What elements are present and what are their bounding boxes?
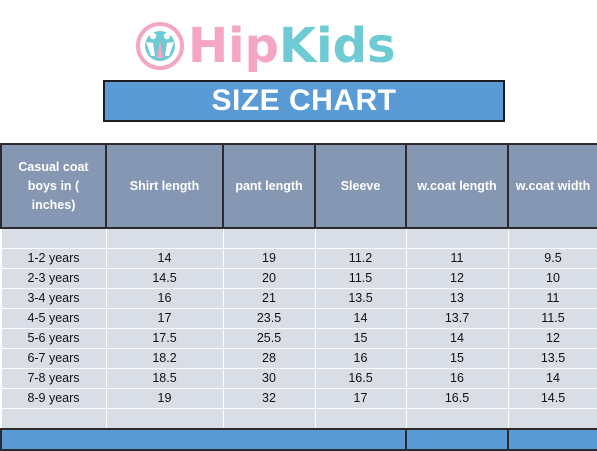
table-cell xyxy=(0,227,107,249)
table-cell xyxy=(507,408,597,430)
table-cell xyxy=(105,227,224,249)
table-cell: 18.5 xyxy=(105,368,224,389)
table-row: 5-6 years 17.5 25.5 15 14 12 xyxy=(0,328,597,349)
table-cell: 9.5 xyxy=(507,248,597,269)
table-cell: 10 xyxy=(507,268,597,289)
column-header-shirt-length: Shirt length xyxy=(105,143,224,229)
table-cell: 11 xyxy=(507,288,597,309)
table-cell: 12 xyxy=(507,328,597,349)
footer-band xyxy=(0,428,407,451)
table-cell: 28 xyxy=(222,348,316,369)
table-cell: 17.5 xyxy=(105,328,224,349)
table-cell xyxy=(314,408,407,430)
table-cell: 11.5 xyxy=(507,308,597,329)
column-header-sleeve: Sleeve xyxy=(314,143,407,229)
table-cell: 13.5 xyxy=(507,348,597,369)
table-cell: 14 xyxy=(507,368,597,389)
table-cell xyxy=(222,227,316,249)
table-cell-age: 1-2 years xyxy=(0,248,107,269)
column-header-wcoat-width: w.coat width xyxy=(507,143,597,229)
table-cell: 12 xyxy=(405,268,509,289)
table-cell-age: 5-6 years xyxy=(0,328,107,349)
table-cell-age: 2-3 years xyxy=(0,268,107,289)
table-cell: 11.2 xyxy=(314,248,407,269)
size-chart-table: Casual coat boys in ( inches) Shirt leng… xyxy=(0,143,597,451)
table-cell xyxy=(405,408,509,430)
table-cell: 13.5 xyxy=(314,288,407,309)
table-cell: 19 xyxy=(222,248,316,269)
table-header-row: Casual coat boys in ( inches) Shirt leng… xyxy=(0,143,597,229)
table-row: 4-5 years 17 23.5 14 13.7 11.5 xyxy=(0,308,597,329)
column-header-pant-length: pant length xyxy=(222,143,316,229)
table-cell: 18.2 xyxy=(105,348,224,369)
size-chart-banner: SIZE CHART xyxy=(103,80,505,122)
table-cell xyxy=(222,408,316,430)
table-cell: 14.5 xyxy=(105,268,224,289)
table-footer-row xyxy=(0,428,597,451)
table-cell xyxy=(0,408,107,430)
table-cell-age: 6-7 years xyxy=(0,348,107,369)
brand-name-hip: Hip xyxy=(188,18,279,74)
table-cell-age: 8-9 years xyxy=(0,388,107,409)
kids-figures-icon xyxy=(136,22,184,70)
brand-name-kids: Kids xyxy=(278,18,396,74)
brand-logo: HipKids xyxy=(136,14,396,74)
table-spacer-row xyxy=(0,408,597,430)
table-cell: 16 xyxy=(405,368,509,389)
table-cell: 16.5 xyxy=(405,388,509,409)
table-cell: 13.7 xyxy=(405,308,509,329)
table-cell: 32 xyxy=(222,388,316,409)
footer-cell xyxy=(405,428,509,451)
table-cell xyxy=(507,227,597,249)
table-cell: 21 xyxy=(222,288,316,309)
table-cell: 30 xyxy=(222,368,316,389)
table-cell: 11 xyxy=(405,248,509,269)
table-row: 8-9 years 19 32 17 16.5 14.5 xyxy=(0,388,597,409)
table-cell-age: 7-8 years xyxy=(0,368,107,389)
table-cell: 14 xyxy=(405,328,509,349)
table-cell: 14.5 xyxy=(507,388,597,409)
table-row: 6-7 years 18.2 28 16 15 13.5 xyxy=(0,348,597,369)
table-row: 1-2 years 14 19 11.2 11 9.5 xyxy=(0,248,597,269)
table-cell: 13 xyxy=(405,288,509,309)
table-cell: 20 xyxy=(222,268,316,289)
table-cell: 23.5 xyxy=(222,308,316,329)
column-header-age: Casual coat boys in ( inches) xyxy=(0,143,107,229)
table-cell: 19 xyxy=(105,388,224,409)
table-cell: 16.5 xyxy=(314,368,407,389)
table-row: 7-8 years 18.5 30 16.5 16 14 xyxy=(0,368,597,389)
column-header-wcoat-length: w.coat length xyxy=(405,143,509,229)
table-row: 3-4 years 16 21 13.5 13 11 xyxy=(0,288,597,309)
table-row: 2-3 years 14.5 20 11.5 12 10 xyxy=(0,268,597,289)
table-cell: 14 xyxy=(314,308,407,329)
table-cell-age: 4-5 years xyxy=(0,308,107,329)
table-cell: 14 xyxy=(105,248,224,269)
table-cell: 15 xyxy=(314,328,407,349)
table-cell: 16 xyxy=(314,348,407,369)
table-cell: 17 xyxy=(314,388,407,409)
table-cell-age: 3-4 years xyxy=(0,288,107,309)
table-cell: 16 xyxy=(105,288,224,309)
table-cell xyxy=(405,227,509,249)
table-cell xyxy=(314,227,407,249)
table-cell xyxy=(105,408,224,430)
footer-cell xyxy=(507,428,597,451)
table-spacer-row xyxy=(0,227,597,249)
brand-wordmark: HipKids xyxy=(188,16,396,76)
table-cell: 15 xyxy=(405,348,509,369)
table-cell: 17 xyxy=(105,308,224,329)
table-cell: 25.5 xyxy=(222,328,316,349)
table-cell: 11.5 xyxy=(314,268,407,289)
